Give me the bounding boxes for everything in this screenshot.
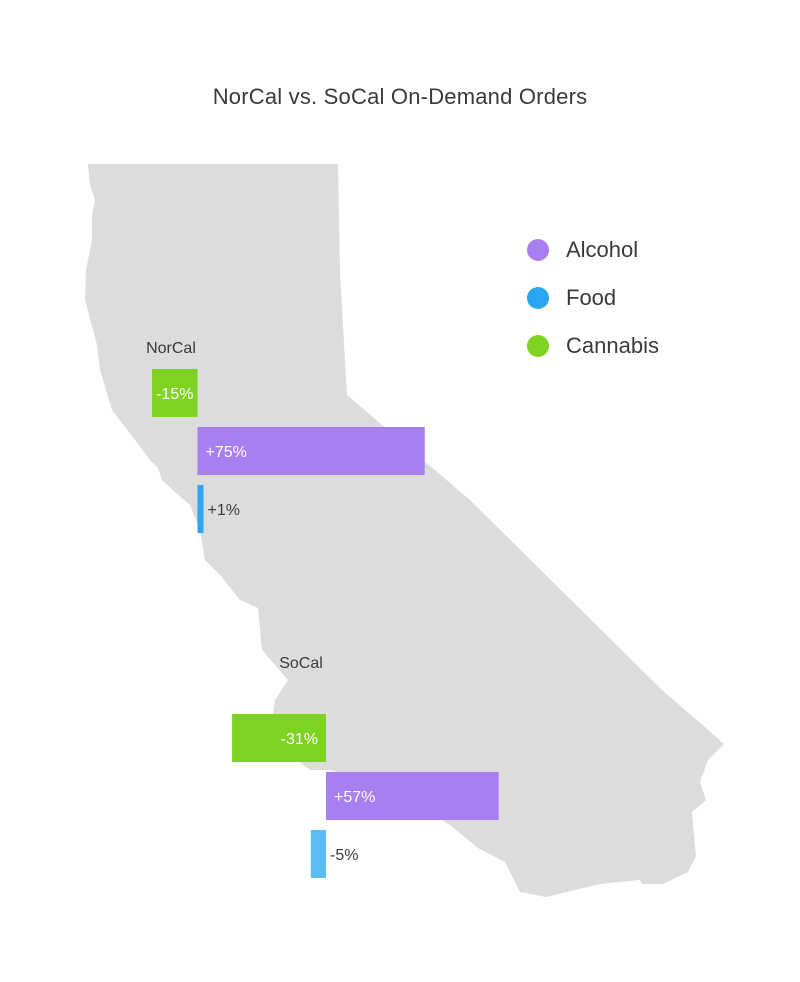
chart-title: NorCal vs. SoCal On-Demand Orders bbox=[212, 84, 588, 109]
chart-legend: Alcohol Food Cannabis bbox=[527, 226, 659, 370]
bar-label-socal-food: -5% bbox=[330, 847, 358, 864]
bar-label-socal-cannabis: -31% bbox=[281, 731, 318, 748]
group-label-norcal: NorCal bbox=[146, 340, 196, 357]
legend-swatch-alcohol bbox=[527, 239, 549, 261]
bar-norcal-cannabis bbox=[152, 369, 198, 417]
bar-socal-cannabis bbox=[232, 714, 326, 762]
legend-label-cannabis: Cannabis bbox=[566, 333, 659, 358]
bar-label-norcal-alcohol: +75% bbox=[206, 444, 247, 461]
bar-socal-food bbox=[310, 830, 326, 878]
bar-norcal-alcohol bbox=[197, 427, 425, 475]
legend-swatch-food bbox=[527, 287, 549, 309]
legend-label-food: Food bbox=[566, 285, 617, 310]
bar-label-socal-alcohol: +57% bbox=[334, 789, 375, 806]
bar-label-norcal-food: +1% bbox=[208, 502, 240, 519]
bar-label-norcal-cannabis: -15% bbox=[156, 386, 193, 403]
legend-item-food: Food bbox=[527, 274, 659, 322]
legend-swatch-cannabis bbox=[527, 335, 549, 357]
legend-item-alcohol: Alcohol bbox=[527, 226, 659, 274]
bar-norcal-food bbox=[197, 485, 204, 533]
legend-label-alcohol: Alcohol bbox=[566, 237, 639, 262]
group-label-socal: SoCal bbox=[279, 655, 323, 672]
legend-item-cannabis: Cannabis bbox=[527, 322, 659, 370]
bar-socal-alcohol bbox=[326, 772, 499, 820]
california-map-shape bbox=[85, 164, 724, 897]
